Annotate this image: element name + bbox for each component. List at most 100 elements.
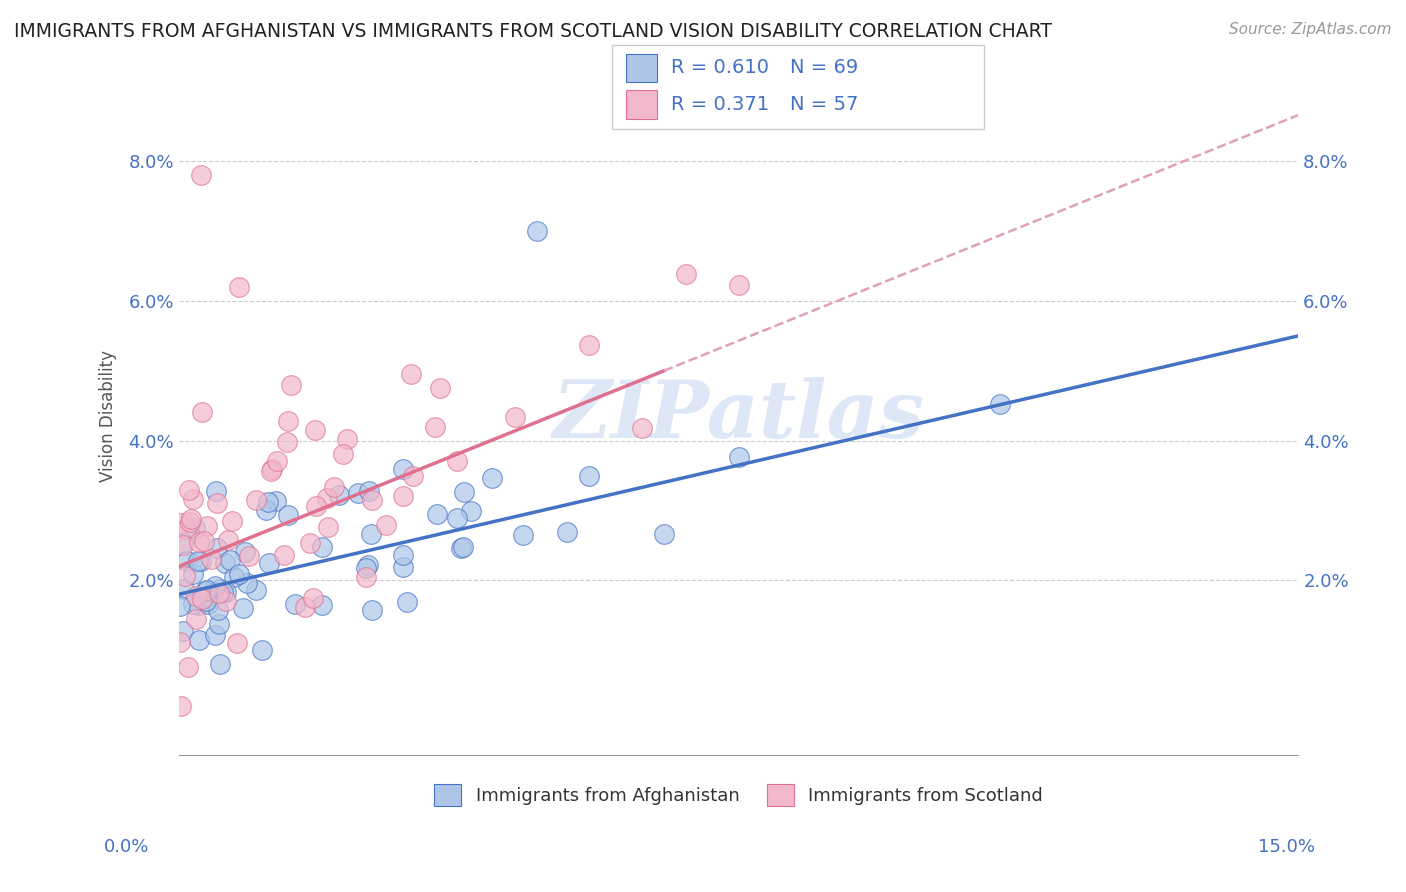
Point	[207, 603, 229, 617]
Point	[190, 554, 212, 568]
Point	[578, 338, 600, 352]
Point	[727, 278, 749, 293]
Point	[197, 597, 219, 611]
Point	[173, 582, 195, 596]
Point	[194, 584, 217, 599]
Point	[180, 512, 202, 526]
Point	[232, 600, 254, 615]
Point	[423, 420, 446, 434]
Point	[254, 503, 277, 517]
Point	[426, 507, 449, 521]
Point	[512, 527, 534, 541]
Point	[273, 548, 295, 562]
Point	[526, 224, 548, 238]
Point	[222, 570, 245, 584]
Point	[260, 464, 283, 478]
Point	[221, 514, 243, 528]
Point	[187, 554, 209, 568]
Point	[988, 397, 1011, 411]
Point	[294, 600, 316, 615]
Point	[357, 483, 380, 498]
Point	[191, 405, 214, 419]
Point	[200, 552, 222, 566]
Point	[311, 598, 333, 612]
Point	[187, 599, 209, 613]
Point	[218, 552, 240, 566]
Text: N = 69: N = 69	[790, 58, 859, 78]
Point	[207, 496, 229, 510]
Point	[264, 493, 287, 508]
Point	[204, 484, 226, 499]
Point	[446, 510, 468, 524]
Point	[173, 568, 195, 582]
Y-axis label: Vision Disability: Vision Disability	[100, 351, 117, 483]
Point	[226, 636, 249, 650]
Point	[204, 628, 226, 642]
Point	[332, 447, 354, 461]
Point	[169, 698, 191, 713]
Point	[212, 585, 235, 599]
Point	[429, 381, 451, 395]
Point	[630, 421, 652, 435]
Point	[181, 597, 204, 611]
Point	[169, 635, 191, 649]
Point	[360, 492, 382, 507]
Point	[354, 570, 377, 584]
Text: 15.0%: 15.0%	[1258, 838, 1315, 855]
Point	[316, 519, 339, 533]
Legend: Immigrants from Afghanistan, Immigrants from Scotland: Immigrants from Afghanistan, Immigrants …	[427, 777, 1050, 814]
Point	[208, 586, 231, 600]
Point	[204, 579, 226, 593]
Point	[277, 414, 299, 428]
Point	[193, 534, 215, 549]
Point	[311, 541, 333, 555]
Point	[195, 518, 218, 533]
Point	[256, 495, 278, 509]
Point	[183, 521, 205, 535]
Point	[184, 590, 207, 604]
Point	[181, 566, 204, 581]
Text: Source: ZipAtlas.com: Source: ZipAtlas.com	[1229, 22, 1392, 37]
Point	[503, 410, 526, 425]
Point	[195, 593, 218, 607]
Point	[451, 540, 474, 554]
Point	[354, 560, 377, 574]
Point	[208, 616, 231, 631]
Point	[188, 632, 211, 647]
Point	[555, 524, 578, 539]
Point	[727, 450, 749, 465]
Point	[209, 657, 232, 672]
Point	[446, 453, 468, 467]
Point	[169, 516, 191, 531]
Point	[277, 508, 299, 522]
Point	[450, 541, 472, 556]
Point	[280, 377, 302, 392]
Point	[215, 585, 238, 599]
Point	[179, 483, 201, 498]
Point	[284, 597, 307, 611]
Point	[214, 556, 236, 570]
Point	[217, 533, 239, 548]
Point	[176, 554, 198, 568]
Point	[184, 612, 207, 626]
Point	[357, 558, 380, 572]
Point	[195, 583, 218, 598]
Point	[266, 454, 288, 468]
Point	[238, 549, 260, 563]
Point	[578, 468, 600, 483]
Point	[202, 585, 225, 599]
Point	[172, 624, 194, 638]
Point	[453, 485, 475, 500]
Point	[299, 536, 322, 550]
Point	[652, 527, 675, 541]
Point	[174, 522, 197, 536]
Point	[236, 575, 259, 590]
Point	[228, 566, 250, 581]
Point	[250, 642, 273, 657]
Point	[245, 582, 267, 597]
Point	[205, 541, 228, 555]
Point	[177, 660, 200, 674]
Point	[395, 595, 418, 609]
Point	[191, 591, 214, 606]
Point	[347, 485, 370, 500]
